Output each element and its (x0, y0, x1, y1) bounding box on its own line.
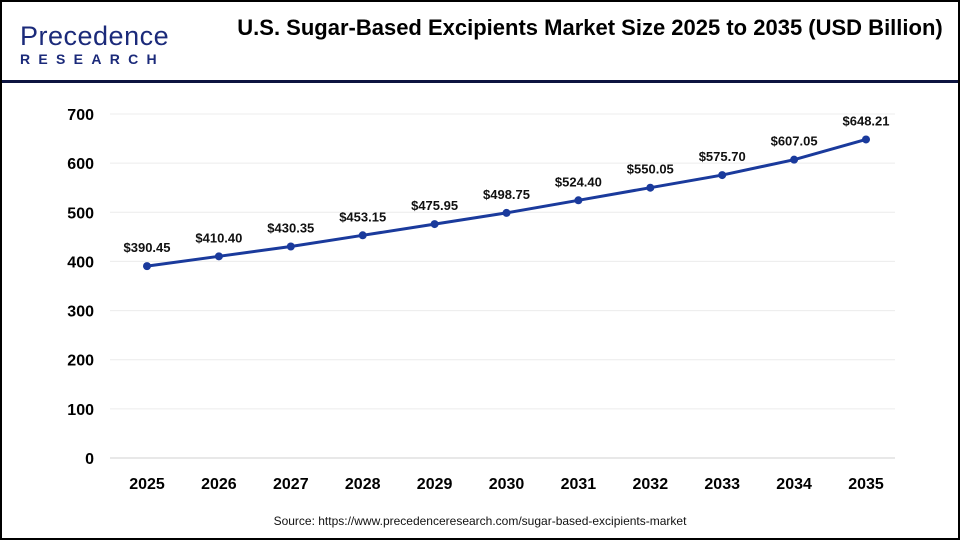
source-text: Source: https://www.precedenceresearch.c… (273, 514, 687, 528)
x-tick-label: 2028 (345, 476, 381, 493)
data-label: $453.15 (339, 209, 386, 224)
data-point (718, 171, 727, 180)
data-point (214, 252, 223, 261)
y-tick-label: 400 (67, 254, 94, 271)
data-label: $550.05 (627, 162, 674, 177)
data-point (143, 262, 151, 271)
y-tick-label: 100 (67, 402, 94, 419)
x-tick-label: 2027 (273, 476, 309, 493)
data-point (574, 196, 583, 205)
y-tick-label: 200 (67, 353, 94, 370)
data-point (430, 220, 439, 229)
logo-line2: RESEARCH (20, 51, 165, 67)
y-tick-label: 0 (85, 451, 94, 468)
logo-line1: Precedence (20, 21, 170, 51)
data-label: $410.40 (195, 230, 242, 245)
data-label: $498.75 (483, 187, 530, 202)
data-label: $575.70 (699, 149, 746, 164)
x-tick-label: 2030 (489, 476, 525, 493)
header: Precedence RESEARCH U.S. Sugar-Based Exc… (2, 2, 958, 83)
data-label: $475.95 (411, 198, 458, 213)
x-tick-label: 2033 (704, 476, 740, 493)
x-tick-label: 2026 (201, 476, 237, 493)
series-line (146, 138, 867, 268)
data-label: $607.05 (771, 134, 818, 149)
x-tick-label: 2025 (129, 476, 165, 493)
chart-title: U.S. Sugar-Based Excipients Market Size … (237, 15, 943, 40)
y-tick-label: 500 (67, 205, 94, 222)
data-point (358, 231, 367, 240)
y-tick-label: 300 (67, 304, 94, 321)
precedence-research-logo: Precedence RESEARCH (20, 22, 169, 67)
y-tick-label: 700 (67, 107, 94, 124)
data-point (862, 135, 870, 144)
y-tick-label: 600 (67, 156, 94, 173)
data-label: $524.40 (555, 174, 602, 189)
x-tick-label: 2032 (633, 476, 669, 493)
x-tick-label: 2031 (561, 476, 597, 493)
data-label: $648.21 (843, 113, 890, 128)
data-point (502, 208, 511, 217)
data-point (286, 242, 295, 251)
data-point (790, 155, 799, 164)
x-tick-label: 2034 (776, 476, 812, 493)
data-point (646, 183, 655, 192)
x-tick-label: 2029 (417, 476, 453, 493)
data-label: $390.45 (124, 240, 171, 255)
data-label: $430.35 (267, 221, 314, 236)
x-tick-label: 2035 (848, 476, 884, 493)
